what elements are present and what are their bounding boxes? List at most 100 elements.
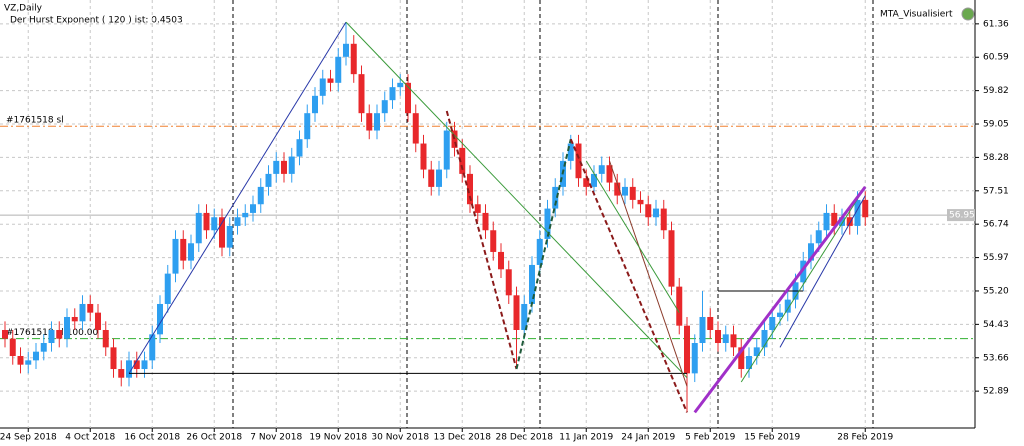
- candle-body: [188, 243, 194, 261]
- candle-body: [808, 243, 814, 261]
- candle-body: [738, 347, 745, 370]
- candle-body: [490, 230, 497, 252]
- candle-body: [443, 130, 450, 170]
- candle-body: [839, 217, 845, 226]
- y-tick-label: 55.20: [983, 286, 1009, 296]
- candle-body: [211, 217, 218, 231]
- candle-body: [815, 230, 822, 244]
- candle-body: [846, 217, 853, 226]
- candle-body: [575, 143, 582, 179]
- candle-body: [250, 204, 256, 213]
- y-tick-label: 61.36: [983, 19, 1009, 29]
- candle-body: [203, 212, 210, 231]
- trend-line: [515, 138, 572, 370]
- candle-body: [583, 178, 590, 187]
- trend-line: [585, 160, 680, 313]
- x-tick-label: 19 Nov 2018: [309, 433, 367, 443]
- candle-body: [715, 329, 721, 344]
- candle-body: [56, 329, 63, 339]
- x-tick-label: 13 Dec 2018: [434, 433, 492, 443]
- candle-body: [312, 95, 318, 114]
- trend-line: [445, 110, 518, 370]
- indicator-label: MTA_Visualisiert: [880, 10, 953, 20]
- y-tick-label: 56.74: [983, 220, 1009, 230]
- last-price-box: [947, 209, 975, 222]
- candle-body: [769, 316, 776, 330]
- candle-body: [467, 173, 473, 205]
- candle-body: [48, 329, 55, 344]
- candle-body: [9, 338, 16, 357]
- candle-body: [753, 347, 760, 357]
- candle-body: [606, 165, 613, 183]
- level-label: #1761518 sl: [6, 116, 64, 126]
- candle-body: [451, 130, 458, 148]
- candle-body: [141, 360, 148, 370]
- candle-body: [420, 143, 427, 170]
- candle-body: [405, 82, 411, 114]
- candle-body: [544, 208, 551, 239]
- candle-body: [854, 199, 861, 226]
- candle-body: [149, 334, 156, 361]
- candle-body: [381, 100, 388, 114]
- candle-body: [645, 204, 652, 218]
- candle-body: [653, 208, 659, 218]
- candle-body: [87, 303, 94, 313]
- candle-body: [676, 286, 683, 326]
- candle-body: [567, 143, 574, 161]
- x-tick-label: 11 Jan 2019: [559, 433, 613, 443]
- candle-body: [17, 356, 24, 365]
- separators: [232, 0, 874, 428]
- candle-body: [412, 113, 419, 144]
- candle-body: [505, 269, 512, 296]
- candle-body: [281, 160, 287, 174]
- candle-body: [133, 360, 140, 370]
- candle-body: [164, 273, 171, 304]
- candle-body: [180, 238, 187, 261]
- candle-body: [722, 334, 729, 344]
- candle-body: [79, 303, 86, 322]
- candle-body: [40, 343, 47, 352]
- candle-body: [707, 316, 714, 330]
- y-tick-label: 59.05: [983, 120, 1009, 130]
- indicator-icon[interactable]: [961, 7, 975, 21]
- candle-body: [172, 238, 179, 274]
- x-tick-label: 24 Jan 2019: [621, 433, 675, 443]
- candle-body: [195, 212, 202, 244]
- candle-body: [389, 87, 396, 101]
- x-tick-label: 28 Feb 2019: [837, 433, 893, 443]
- candle-body: [71, 316, 78, 322]
- candle-body: [436, 169, 442, 187]
- y-tick-label: 59.82: [983, 86, 1009, 96]
- candle-body: [598, 165, 605, 174]
- candle-body: [2, 329, 8, 339]
- candle-body: [691, 343, 698, 374]
- candle-body: [730, 334, 737, 348]
- candle-body: [374, 113, 380, 131]
- candle-body: [343, 43, 349, 57]
- candle-body: [777, 312, 783, 317]
- candle-body: [800, 260, 807, 283]
- trend-line: [345, 21, 688, 379]
- trend-line: [693, 185, 867, 414]
- candle-body: [226, 225, 233, 248]
- y-tick-label: 57.51: [983, 186, 1009, 196]
- x-tick-label: 16 Oct 2018: [124, 433, 180, 443]
- candle-body: [862, 199, 869, 218]
- candle-body: [474, 204, 481, 213]
- candle-body: [521, 303, 528, 330]
- candle-body: [552, 186, 559, 209]
- candle-body: [335, 56, 342, 83]
- x-tick-label: 30 Nov 2018: [371, 433, 429, 443]
- y-tick-label: 55.97: [983, 253, 1009, 263]
- candle-body: [25, 360, 32, 365]
- y-tick-label: 54.43: [983, 320, 1009, 330]
- trend-line: [779, 195, 866, 348]
- candle-body: [591, 173, 597, 187]
- candle-body: [64, 316, 70, 339]
- candle-body: [397, 82, 404, 88]
- candle-body: [637, 199, 644, 205]
- candle-body: [95, 312, 101, 330]
- candle-body: [157, 303, 163, 335]
